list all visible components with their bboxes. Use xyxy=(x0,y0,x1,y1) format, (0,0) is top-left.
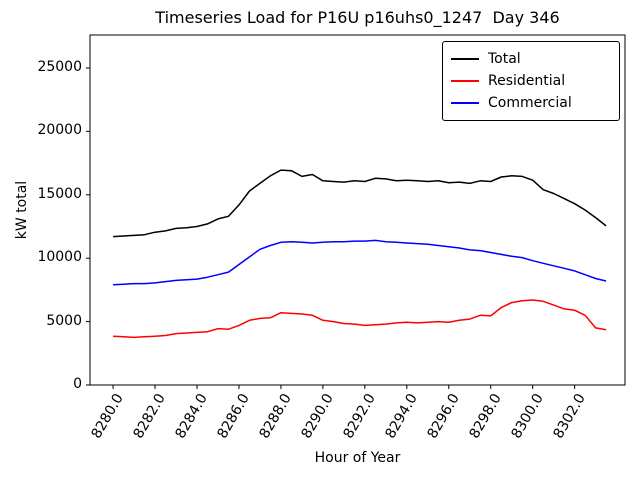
x-tick-label: 8280.0 xyxy=(88,391,127,442)
x-axis-label: Hour of Year xyxy=(314,450,401,466)
legend-label-total: Total xyxy=(488,51,521,67)
x-tick-label: 8296.0 xyxy=(424,391,463,442)
x-tick-label: 8298.0 xyxy=(466,391,505,442)
x-tick-label: 8286.0 xyxy=(214,391,253,442)
legend-line-commercial-icon xyxy=(451,102,479,104)
legend-entry-commercial: Commercial xyxy=(451,92,611,114)
legend-line-total-icon xyxy=(451,58,479,60)
y-axis-label: kW total xyxy=(14,180,30,240)
y-tick-label: 20000 xyxy=(37,122,82,139)
legend-label-residential: Residential xyxy=(488,73,566,89)
x-tick-label: 8294.0 xyxy=(382,391,421,442)
chart-title: Timeseries Load for P16U p16uhs0_1247 Da… xyxy=(155,8,560,27)
x-tick-label: 8302.0 xyxy=(550,391,589,442)
x-tick-label: 8282.0 xyxy=(130,391,169,442)
y-tick-label: 5000 xyxy=(46,312,82,329)
legend-entry-residential: Residential xyxy=(451,70,611,92)
x-tick-label: 8300.0 xyxy=(508,391,547,442)
y-tick-label: 10000 xyxy=(37,249,82,266)
x-tick-labels: 8280.0 8282.0 8284.0 8286.0 8288.0 8290.0 8292… xyxy=(0,391,640,451)
x-tick-label: 8288.0 xyxy=(256,391,295,442)
y-tick-label: 25000 xyxy=(37,58,82,75)
legend: Total Residential Commercial xyxy=(442,41,620,121)
legend-label-commercial: Commercial xyxy=(488,95,572,111)
y-tick-label: 0 xyxy=(73,376,82,392)
legend-line-residential-icon xyxy=(451,80,479,82)
x-tick-label: 8284.0 xyxy=(172,391,211,442)
legend-entry-total: Total xyxy=(451,48,611,70)
x-tick-label: 8290.0 xyxy=(298,391,337,442)
x-tick-label: 8292.0 xyxy=(340,391,379,442)
y-tick-label: 15000 xyxy=(37,185,82,202)
